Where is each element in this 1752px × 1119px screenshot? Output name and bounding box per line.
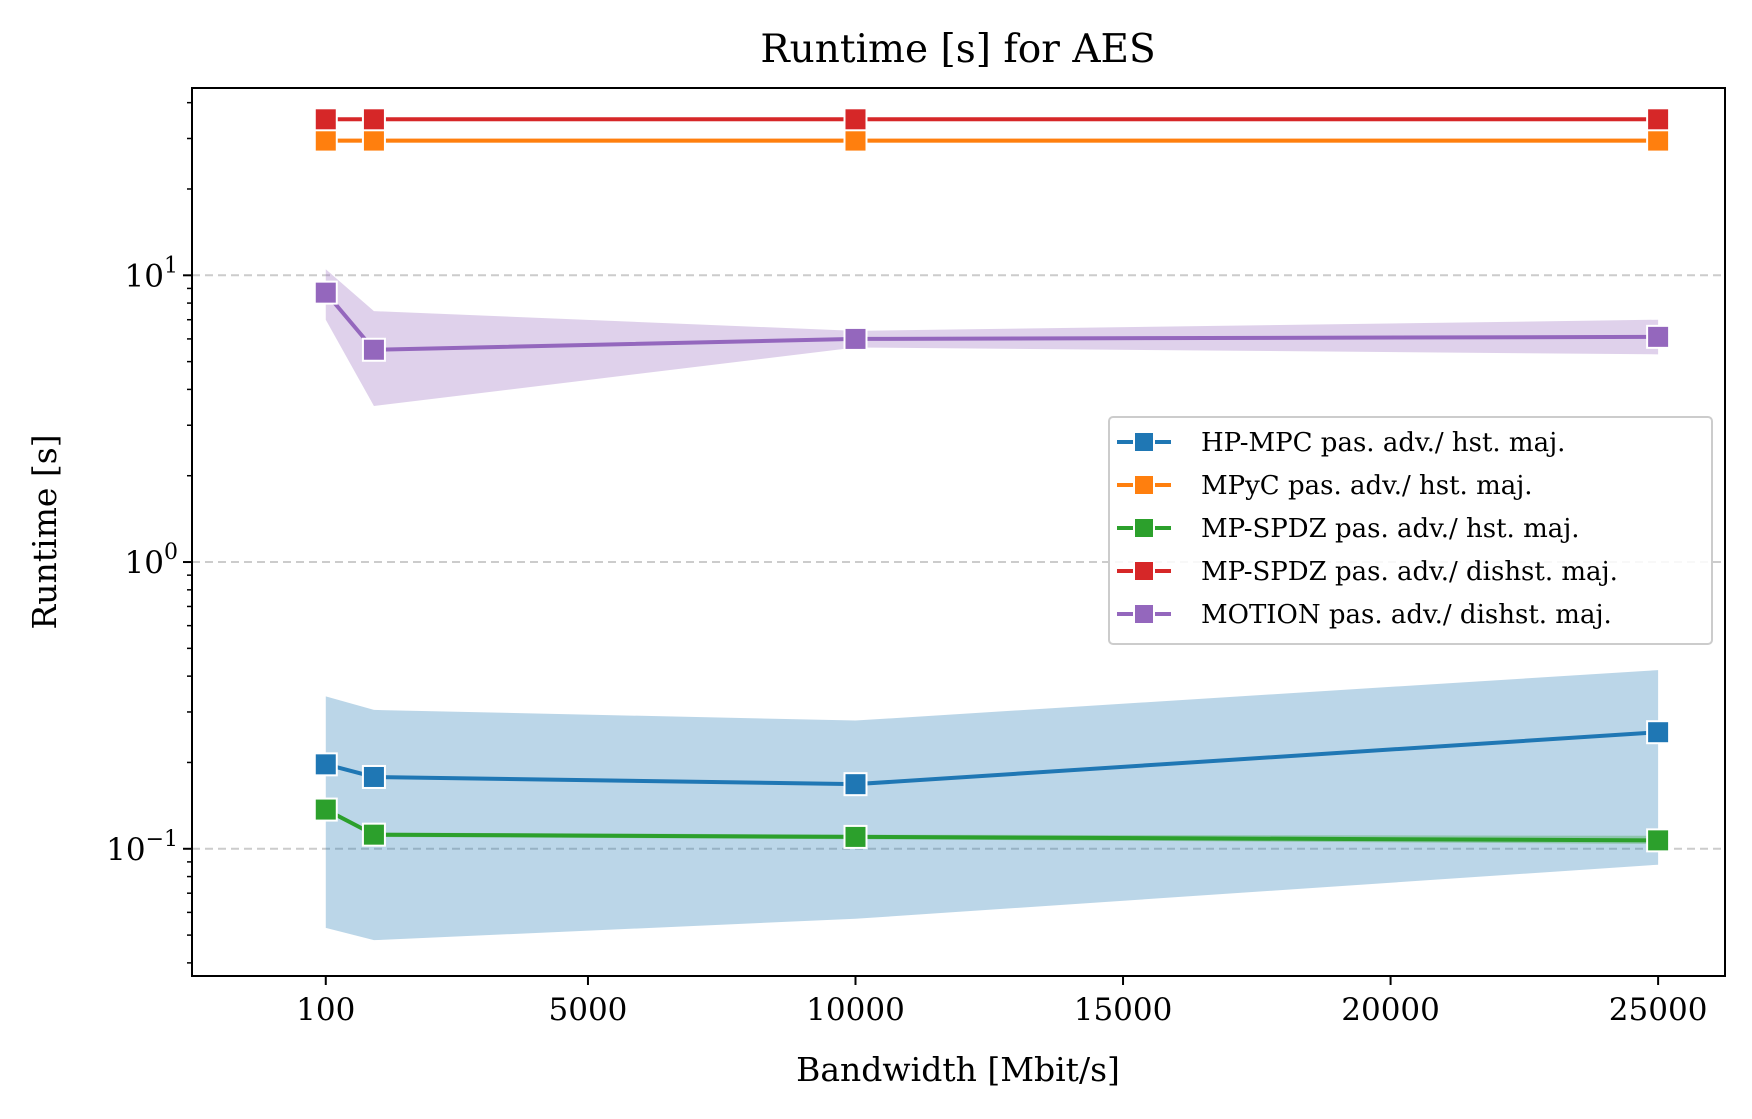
series-4-point: [843, 107, 868, 132]
series-2-point: [361, 128, 386, 153]
y-tick-label: 100: [125, 540, 178, 581]
legend-frame: [1108, 416, 1713, 645]
series-lines: [324, 117, 1659, 843]
legend-label: MOTION pas. adv./ dishst. maj.: [1201, 600, 1612, 630]
series-4-point: [361, 107, 386, 132]
y-tick-label: 10−1: [106, 827, 178, 868]
series-3-point: [361, 822, 386, 847]
series-1-point: [843, 772, 868, 797]
legend-label: MPyC pas. adv./ hst. maj.: [1201, 471, 1533, 501]
series-1-band: [325, 670, 1659, 941]
series-markers: [313, 107, 1671, 853]
series-3-point: [313, 797, 338, 822]
series-3-line: [324, 807, 1659, 843]
legend-item: MPyC pas. adv./ hst. maj.: [1117, 471, 1533, 501]
x-axis-ticks: 100 5000 10000 15000 20000 25000: [296, 976, 1707, 1028]
series-1-point: [361, 764, 386, 789]
series-5-line: [324, 291, 1659, 352]
plot-frame: [191, 87, 1726, 977]
legend-item: MP-SPDZ pas. adv./ dishst. maj.: [1117, 557, 1618, 587]
legend-item: MP-SPDZ pas. adv./ hst. maj.: [1117, 514, 1580, 544]
y-axis-label: Runtime [s]: [25, 434, 64, 629]
legend-marker-swatch: [1133, 560, 1155, 582]
series-3-point: [843, 824, 868, 849]
series-5-point: [313, 280, 338, 305]
series-2-point: [313, 128, 338, 153]
y-axis-ticks: 101 100 10−1: [106, 101, 192, 964]
legend-label: HP-MPC pas. adv./ hst. maj.: [1201, 428, 1565, 458]
legend-marker-swatch: [1133, 603, 1155, 625]
legend: HP-MPC pas. adv./ hst. maj. MPyC pas. adv…: [1108, 416, 1713, 645]
legend-marker-swatch: [1133, 431, 1155, 453]
series-3-point: [1646, 828, 1671, 853]
series-5-point: [843, 326, 868, 351]
series-4-point: [313, 107, 338, 132]
x-tick-label: 5000: [549, 992, 628, 1028]
series-1-line: [325, 730, 1659, 787]
series-5-point: [1646, 324, 1671, 349]
x-tick-label: 15000: [1074, 992, 1173, 1028]
legend-item: HP-MPC pas. adv./ hst. maj.: [1117, 428, 1565, 458]
x-tick-label: 25000: [1609, 992, 1708, 1028]
y-tick-label: 101: [125, 253, 178, 294]
legend-item: MOTION pas. adv./ dishst. maj.: [1117, 600, 1612, 630]
x-tick-label: 20000: [1341, 992, 1440, 1028]
x-tick-label: 100: [296, 992, 355, 1028]
legend-label: MP-SPDZ pas. adv./ dishst. maj.: [1201, 557, 1618, 587]
series-2-point: [1646, 128, 1671, 153]
series-4-point: [1646, 107, 1671, 132]
legend-label: MP-SPDZ pas. adv./ hst. maj.: [1201, 514, 1580, 544]
legend-marker-swatch: [1133, 474, 1155, 496]
series-1-point: [313, 752, 338, 777]
chart-title: Runtime [s] for AES: [760, 27, 1155, 72]
series-1-point: [1646, 720, 1671, 745]
series-2-point: [843, 128, 868, 153]
legend-marker-swatch: [1133, 517, 1155, 539]
series-5-point: [361, 337, 386, 362]
x-tick-label: 10000: [806, 992, 905, 1028]
x-axis-label: Bandwidth [Mbit/s]: [796, 1050, 1120, 1089]
